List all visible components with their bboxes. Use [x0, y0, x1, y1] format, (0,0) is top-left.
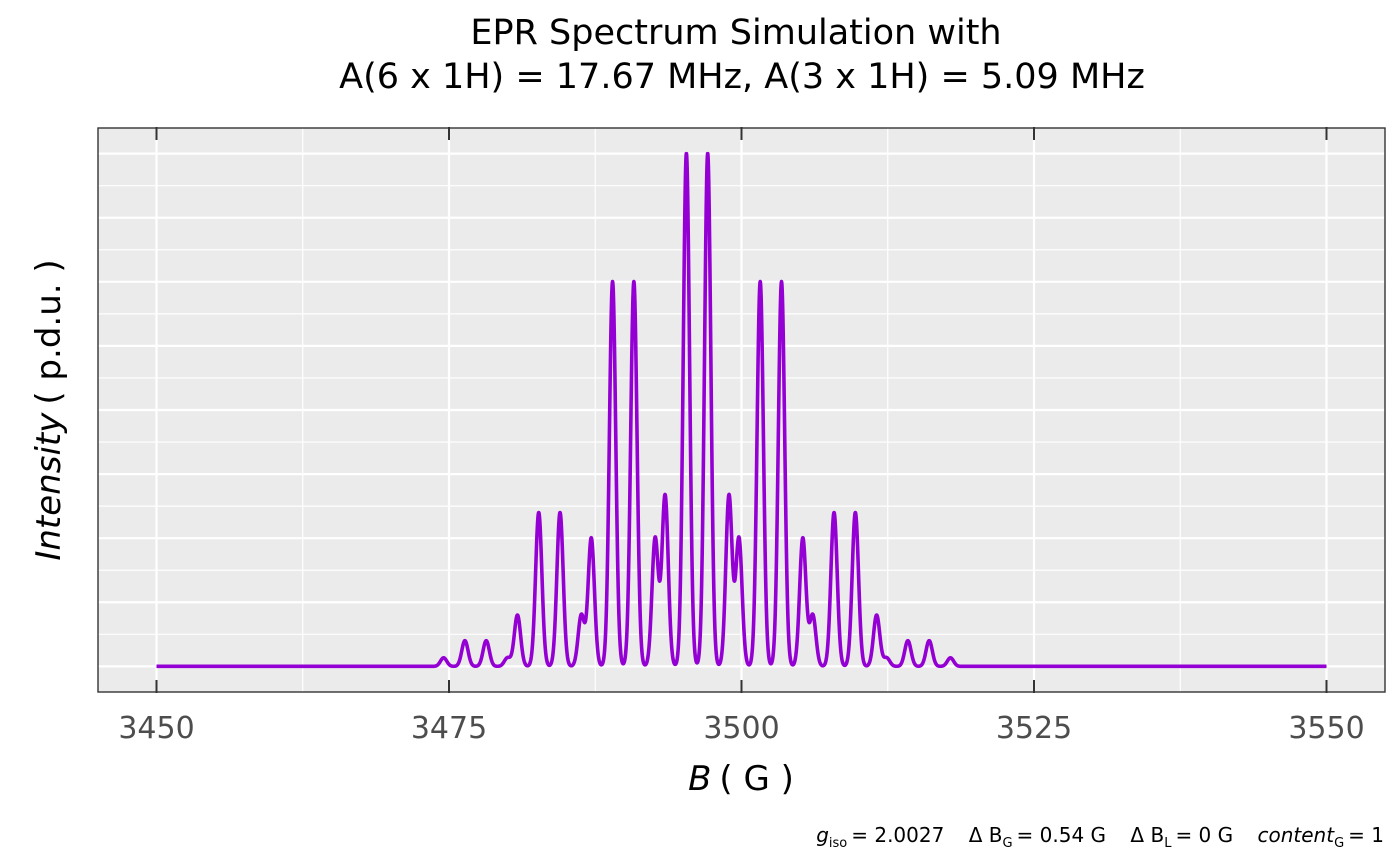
caption-content-subscript: G	[1334, 836, 1344, 851]
y-axis-title-unit: ( p.d.u. )	[29, 259, 69, 404]
x-tick-label: 3525	[996, 711, 1072, 746]
x-axis-title-unit: ( G )	[719, 759, 794, 799]
caption-g-subscript: iso	[829, 836, 847, 851]
x-tick-label: 3475	[411, 711, 487, 746]
caption-content-value: = 1	[1348, 823, 1384, 847]
spectrum-line	[154, 151, 1329, 669]
caption-dbl-symbol: Δ B	[1130, 823, 1164, 847]
simulation-parameters-caption: giso = 2.0027 Δ BG = 0.54 G Δ BL = 0 G cont…	[816, 823, 1384, 851]
caption-g-symbol: g	[816, 823, 829, 847]
x-tick-label: 3450	[118, 711, 194, 746]
chart-title-line1: EPR Spectrum Simulation with	[470, 13, 1001, 53]
y-axis-title-symbol: Intensity	[29, 412, 69, 561]
x-axis-title: B( G )	[688, 759, 794, 799]
chart-title-line2: A(6 x 1H) = 17.67 MHz, A(3 x 1H) = 5.09 …	[339, 57, 1145, 97]
caption-dbg-subscript: G	[1002, 836, 1012, 851]
caption-dbl-subscript: L	[1164, 836, 1172, 851]
caption-dbl-value: = 0 G	[1175, 823, 1233, 847]
y-axis-title: Intensity ( p.d.u. )	[29, 259, 69, 560]
caption-dbg-value: = 0.54 G	[1017, 823, 1107, 847]
x-tick-label: 3500	[703, 711, 779, 746]
caption-content-symbol: content	[1258, 823, 1336, 847]
caption-g-value: = 2.0027	[851, 823, 944, 847]
caption-dbg-symbol: Δ B	[969, 823, 1003, 847]
x-axis-ticks: 3450 3475 3500 3525 3550	[118, 127, 1365, 746]
x-axis-title-symbol: B	[688, 759, 711, 799]
x-tick-label: 3550	[1288, 711, 1364, 746]
